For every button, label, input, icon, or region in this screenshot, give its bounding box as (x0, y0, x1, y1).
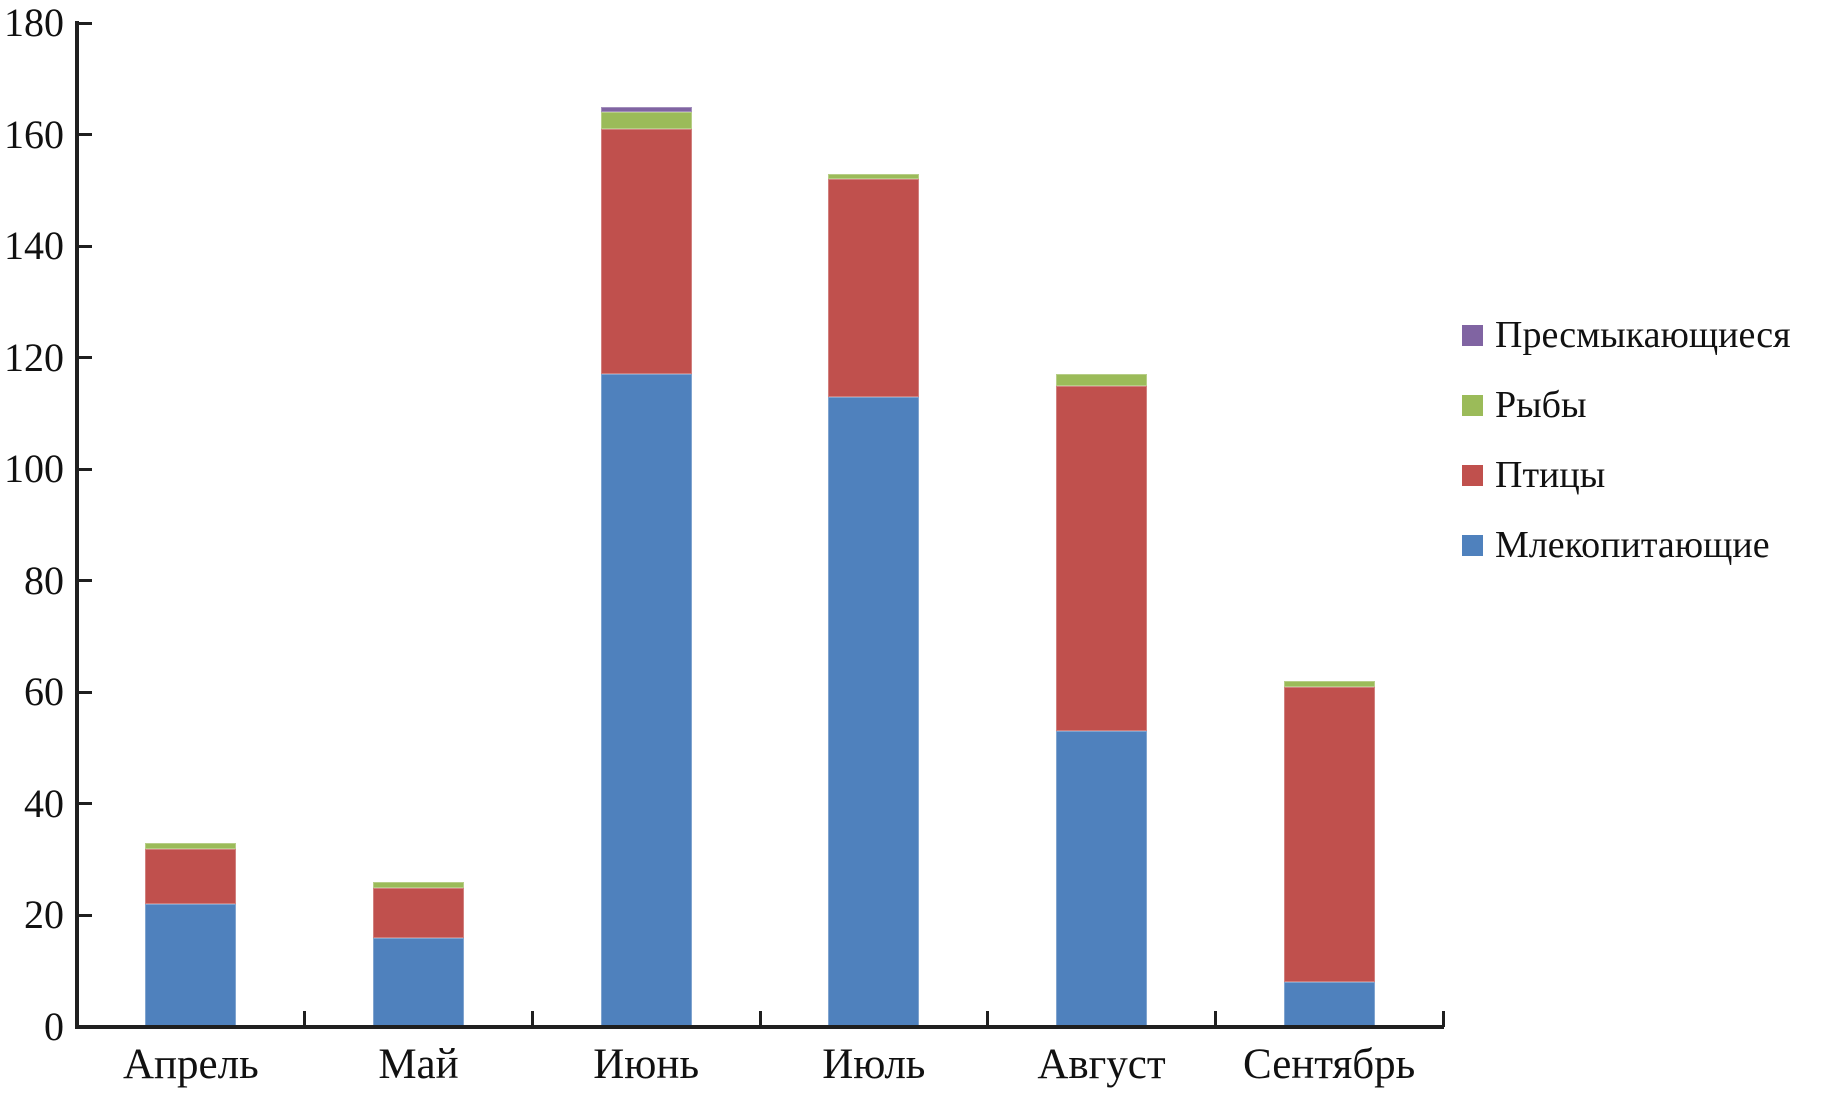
bar-Апрель (145, 842, 237, 1027)
y-axis-tick (79, 244, 92, 248)
bar-Август (1056, 374, 1147, 1027)
y-axis-tick (79, 356, 92, 360)
legend-swatch-icon (1462, 464, 1483, 486)
y-axis-tick-label: 160 (4, 111, 64, 157)
bar-segment-Рыбы (145, 842, 237, 849)
legend-item-Пресмыкающиеся: Пресмыкающиеся (1462, 300, 1791, 370)
bar-segment-Птицы (600, 128, 692, 375)
bar-segment-Млекопитающие (145, 904, 237, 1027)
bar-segment-Рыбы (373, 882, 464, 888)
legend-label: Пресмыкающиеся (1495, 314, 1791, 356)
bar-segment-Млекопитающие (1056, 731, 1147, 1027)
y-axis-tick (79, 802, 92, 806)
x-axis-tick (1213, 1011, 1217, 1027)
bar-segment-Рыбы (828, 173, 920, 180)
legend-swatch-icon (1462, 324, 1483, 346)
bar-Июнь (600, 106, 692, 1027)
bar-segment-Рыбы (1283, 681, 1375, 687)
y-axis-tick-label: 100 (4, 446, 64, 492)
y-axis-tick (79, 133, 92, 137)
bar-segment-Птицы (1283, 686, 1375, 983)
bar-segment-Птицы (145, 848, 237, 905)
x-axis-tick (530, 1011, 534, 1027)
legend-item-Птицы: Птицы (1462, 440, 1791, 510)
legend-item-Рыбы: Рыбы (1462, 370, 1791, 440)
y-axis-tick (79, 690, 92, 694)
x-axis-tick (1441, 1011, 1445, 1027)
y-axis-tick-label: 120 (4, 334, 64, 380)
legend-item-Млекопитающие: Млекопитающие (1462, 510, 1791, 580)
x-axis-category-label: Апрель (122, 1041, 259, 1088)
legend-swatch-icon (1462, 534, 1483, 556)
bar-segment-Рыбы (1056, 374, 1147, 386)
bar-segment-Млекопитающие (828, 396, 920, 1027)
bar-Июль (828, 173, 920, 1027)
y-axis-tick-label: 140 (4, 223, 64, 269)
legend-swatch-icon (1462, 394, 1483, 416)
x-axis-tick (758, 1011, 762, 1027)
bar-segment-Пресмыкающиеся (600, 106, 692, 113)
bar-segment-Млекопитающие (1283, 982, 1375, 1027)
bar-Сентябрь (1283, 681, 1375, 1027)
bar-segment-Рыбы (600, 112, 692, 129)
bar-segment-Млекопитающие (373, 937, 464, 1027)
x-axis-tick (303, 1011, 307, 1027)
y-axis-tick-label: 180 (4, 0, 64, 45)
legend-label: Рыбы (1495, 384, 1587, 426)
x-axis-category-label: Июль (822, 1041, 926, 1088)
y-axis-tick (79, 467, 92, 471)
bar-segment-Птицы (828, 179, 920, 397)
y-axis-tick-label: 0 (44, 1004, 64, 1049)
y-axis-tick-label: 20 (24, 892, 64, 938)
x-axis-line (75, 1025, 1444, 1029)
x-axis-category-label: Май (378, 1041, 459, 1088)
y-axis-tick-label: 60 (24, 669, 64, 715)
bar-segment-Птицы (1056, 385, 1147, 732)
x-axis-category-label: Сентябрь (1243, 1041, 1416, 1088)
y-axis-tick-label: 40 (24, 780, 64, 826)
chart-legend: Пресмыкающиеся Рыбы Птицы Млекопитающие (1462, 300, 1791, 580)
y-axis-tick-label: 80 (24, 557, 64, 603)
bar-segment-Млекопитающие (600, 374, 692, 1027)
x-axis-tick (986, 1011, 990, 1027)
legend-label: Млекопитающие (1495, 524, 1770, 566)
y-axis-tick (79, 21, 92, 25)
x-axis-category-label: Июнь (593, 1041, 700, 1088)
bar-segment-Птицы (373, 887, 464, 938)
y-axis-line (75, 21, 79, 1029)
x-axis-category-label: Август (1037, 1041, 1166, 1088)
y-axis-tick (79, 579, 92, 583)
legend-label: Птицы (1495, 454, 1606, 496)
bar-Май (373, 882, 464, 1027)
y-axis-tick (79, 913, 92, 917)
